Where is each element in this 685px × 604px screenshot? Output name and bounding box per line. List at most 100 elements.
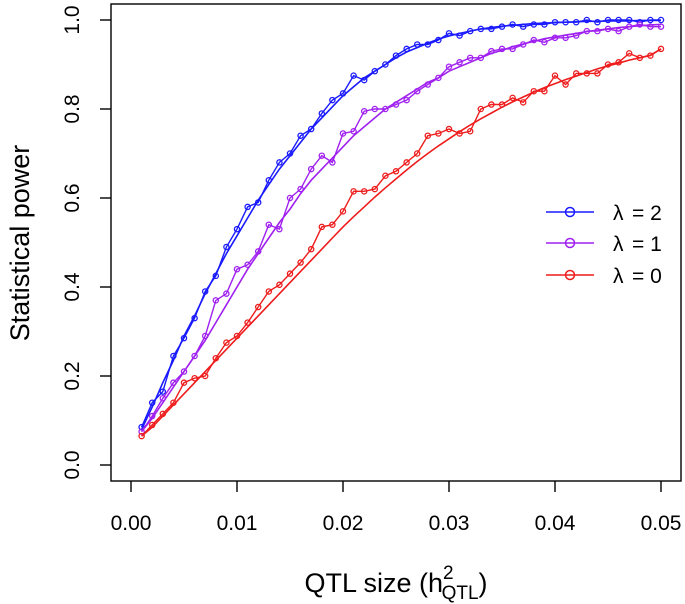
data-point <box>265 288 273 295</box>
x-axis-title-prefix: QTL size (h <box>304 568 443 598</box>
data-point <box>636 54 644 62</box>
data-point <box>498 101 506 108</box>
data-point <box>424 81 432 88</box>
data-point <box>657 16 665 24</box>
data-point <box>625 23 633 30</box>
legend-label: = 1 <box>632 233 662 256</box>
data-point <box>530 87 538 95</box>
data-point <box>594 70 601 77</box>
legend-label: = 0 <box>632 265 662 288</box>
data-point <box>413 150 421 157</box>
data-point <box>636 21 644 28</box>
data-point <box>562 34 569 42</box>
data-point <box>307 245 315 253</box>
data-point <box>583 70 591 77</box>
data-point <box>318 223 326 231</box>
data-point <box>339 130 347 137</box>
data-point <box>244 261 251 268</box>
x-tick-label: 0.03 <box>429 512 470 535</box>
series-line <box>141 23 661 432</box>
data-point <box>424 41 432 48</box>
data-point <box>329 96 336 104</box>
data-point <box>212 297 220 304</box>
data-point <box>615 27 622 35</box>
series-0 <box>138 16 665 431</box>
data-point <box>604 61 612 68</box>
data-point <box>413 87 421 95</box>
data-point <box>562 81 569 88</box>
data-point <box>435 36 442 44</box>
data-point <box>371 67 379 75</box>
data-point <box>625 50 633 57</box>
data-point <box>297 132 304 139</box>
data-point <box>382 105 389 113</box>
data-point <box>286 270 294 277</box>
data-point <box>148 412 156 420</box>
legend-symbol: λ <box>613 265 624 288</box>
legend-label: = 2 <box>632 202 662 225</box>
series-2 <box>138 45 665 440</box>
data-point <box>350 127 357 135</box>
x-axis-title-subscript: QTL <box>442 583 479 604</box>
data-point <box>456 32 463 39</box>
data-point <box>180 379 188 386</box>
x-axis-title-suffix: ) <box>479 568 488 598</box>
x-axis: 0.00 0.01 0.02 0.03 0.04 0.05 <box>111 481 682 535</box>
data-point <box>647 23 654 30</box>
data-point <box>541 21 548 28</box>
data-point <box>159 388 167 395</box>
data-point <box>360 188 368 195</box>
data-point <box>445 125 453 133</box>
data-point <box>191 352 198 360</box>
legend-item: λ = 2 <box>546 202 662 225</box>
data-point <box>329 159 336 166</box>
data-point <box>244 319 251 326</box>
data-point <box>477 54 485 62</box>
legend-symbol: λ <box>613 233 624 256</box>
data-point <box>212 354 220 362</box>
data-point <box>583 27 591 35</box>
series-1 <box>138 21 665 435</box>
data-point <box>265 221 273 228</box>
data-point <box>233 225 241 233</box>
series-fit-line <box>140 23 662 433</box>
data-point <box>180 334 188 342</box>
data-point <box>498 23 506 30</box>
data-point <box>244 203 251 211</box>
data-point <box>201 332 209 340</box>
data-point <box>180 368 188 375</box>
data-point <box>403 159 410 166</box>
data-point <box>615 16 622 24</box>
data-point <box>657 45 665 53</box>
data-point <box>519 23 527 30</box>
data-point <box>159 394 167 402</box>
x-tick-label: 0.05 <box>641 512 682 535</box>
data-point <box>148 421 156 429</box>
data-point <box>360 76 368 84</box>
data-point <box>223 339 230 346</box>
data-point <box>572 70 580 77</box>
data-point <box>594 27 601 35</box>
data-point <box>615 59 622 66</box>
data-point <box>170 379 177 386</box>
series-layer <box>138 16 665 440</box>
x-axis-title: QTL size (h2 QTL) <box>304 563 487 604</box>
data-point <box>530 21 538 28</box>
data-point <box>572 32 580 39</box>
data-point <box>466 54 474 62</box>
data-point <box>307 125 315 133</box>
data-point <box>466 27 474 35</box>
data-point <box>223 243 230 251</box>
data-point <box>318 152 326 159</box>
y-tick-label: 0.8 <box>61 94 84 123</box>
data-point <box>382 61 389 68</box>
data-point <box>392 52 400 59</box>
x-tick-label: 0.01 <box>217 512 258 535</box>
y-tick-label: 0.2 <box>61 361 84 390</box>
data-point <box>191 374 198 382</box>
legend-marker <box>564 269 576 281</box>
legend: λ = 2 λ = 1 λ = 0 <box>546 202 662 288</box>
data-point <box>657 23 665 30</box>
data-point <box>562 18 569 26</box>
